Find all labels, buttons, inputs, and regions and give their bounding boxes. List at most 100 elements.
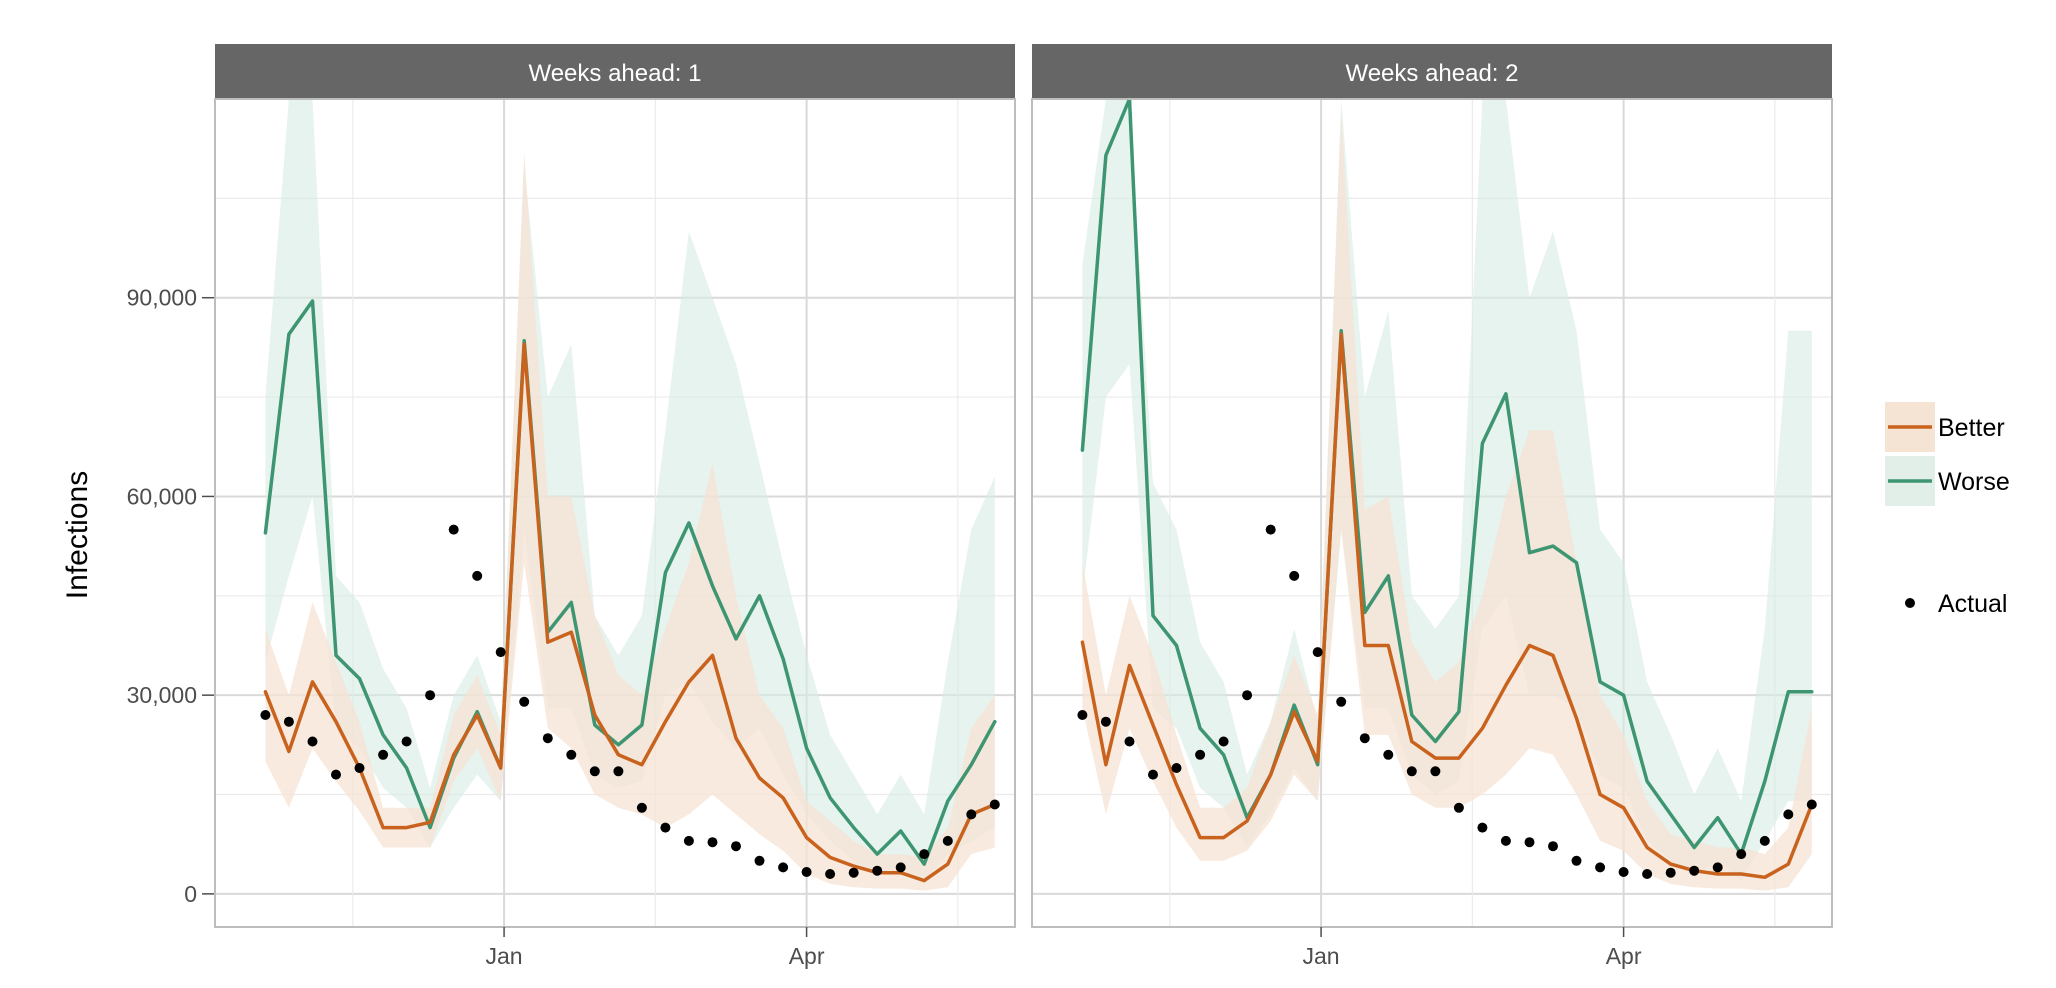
legend-item-worse: Worse: [1885, 456, 2010, 506]
legend-label-better: Better: [1938, 414, 2005, 442]
panel-strip: [1032, 44, 1832, 99]
ribbon-better: [1082, 112, 1812, 891]
actual-point: [1477, 822, 1488, 833]
actual-point: [989, 799, 1000, 810]
x-tick-label: Apr: [1606, 943, 1642, 969]
panel-border: [1031, 98, 1833, 928]
actual-point: [660, 822, 671, 833]
actual-point: [566, 749, 577, 760]
actual-point: [1077, 710, 1088, 720]
actual-point: [1759, 835, 1770, 846]
actual-point: [1195, 749, 1206, 760]
y-tick-label: 30,000: [127, 682, 197, 708]
actual-point: [542, 733, 553, 744]
actual-point: [1171, 763, 1182, 773]
x-axis-ticks: Jan Apr: [1303, 927, 1642, 969]
legend: Better Worse Actual: [1885, 402, 2010, 618]
panel-border: [214, 98, 1016, 928]
ribbon-worse: [265, 99, 995, 881]
actual-point: [1359, 733, 1370, 744]
actual-point: [307, 736, 318, 747]
actual-points: [260, 524, 1000, 879]
actual-point: [754, 855, 765, 866]
legend-label-worse: Worse: [1938, 468, 2010, 496]
panel-title: Weeks ahead: 1: [528, 60, 701, 87]
actual-point: [1289, 570, 1300, 581]
y-tick-label: 90,000: [127, 285, 197, 311]
actual-point: [1336, 696, 1347, 707]
actual-point: [495, 647, 506, 658]
legend-label-actual: Actual: [1938, 590, 2007, 618]
actual-point: [613, 766, 624, 777]
x-tick-label: Jan: [1303, 943, 1340, 969]
actual-point: [519, 696, 530, 707]
actual-point: [425, 690, 436, 701]
actual-point: [1265, 524, 1276, 535]
actual-point: [1736, 849, 1747, 860]
actual-point: [1218, 736, 1229, 747]
y-axis-ticks: 0 30,000 60,000 90,000: [127, 285, 215, 907]
actual-point: [778, 862, 789, 873]
actual-point: [1383, 749, 1394, 760]
actual-point: [1595, 862, 1606, 873]
actual-point: [707, 837, 718, 848]
actual-point: [872, 865, 883, 876]
actual-point: [731, 841, 741, 852]
actual-point: [1453, 802, 1464, 813]
actual-point: [1524, 837, 1535, 848]
actual-point: [636, 802, 647, 813]
actual-point: [895, 862, 906, 873]
y-tick-label: 60,000: [127, 483, 197, 509]
panel-weeks-ahead-2: Weeks ahead: 2 Jan Apr: [1031, 44, 1833, 969]
actual-point: [1548, 841, 1558, 852]
actual-points: [1077, 524, 1817, 879]
panel-strip: [215, 44, 1015, 99]
actual-point: [1124, 736, 1135, 747]
actual-point: [401, 736, 412, 747]
actual-point: [448, 524, 459, 535]
actual-point: [472, 570, 483, 581]
actual-point: [283, 716, 294, 727]
actual-point: [378, 749, 389, 760]
ribbon-better: [265, 152, 995, 891]
actual-point: [1242, 690, 1253, 701]
x-tick-label: Jan: [486, 943, 523, 969]
actual-point: [589, 766, 600, 777]
actual-point: [1665, 867, 1676, 878]
actual-point: [1642, 869, 1653, 879]
actual-point: [1618, 867, 1629, 877]
panel-title: Weeks ahead: 2: [1345, 60, 1518, 87]
legend-item-actual: Actual: [1905, 590, 2007, 618]
actual-point: [1148, 769, 1158, 780]
uncertainty-ribbons: [265, 99, 995, 891]
actual-point: [801, 867, 812, 877]
actual-point: [1500, 835, 1511, 846]
actual-point: [354, 763, 365, 773]
actual-point: [1312, 647, 1323, 658]
actual-point: [825, 869, 836, 879]
series-line-worse: [1080, 97, 1814, 856]
series-line-worse: [263, 299, 997, 866]
x-tick-label: Apr: [789, 943, 825, 969]
actual-point: [331, 769, 341, 780]
x-axis-ticks: Jan Apr: [486, 927, 825, 969]
actual-point: [919, 849, 930, 860]
legend-point-actual: [1905, 598, 1915, 608]
actual-point: [1100, 716, 1111, 727]
actual-point: [683, 835, 694, 846]
actual-point: [1689, 865, 1700, 876]
y-axis-title: Infections: [61, 471, 94, 599]
actual-point: [966, 809, 977, 820]
panel-weeks-ahead-1: Weeks ahead: 1 Jan Apr: [214, 44, 1016, 969]
actual-point: [848, 867, 859, 878]
actual-point: [1430, 766, 1441, 777]
actual-point: [260, 710, 271, 720]
ribbon-worse: [1082, 99, 1812, 881]
actual-point: [1406, 766, 1417, 777]
legend-item-better: Better: [1885, 402, 2005, 452]
uncertainty-ribbons: [1082, 99, 1812, 891]
actual-point: [942, 835, 953, 846]
y-tick-label: 0: [184, 881, 197, 907]
y-axis: Infections 0 30,000 60,000 90,000: [61, 285, 215, 907]
